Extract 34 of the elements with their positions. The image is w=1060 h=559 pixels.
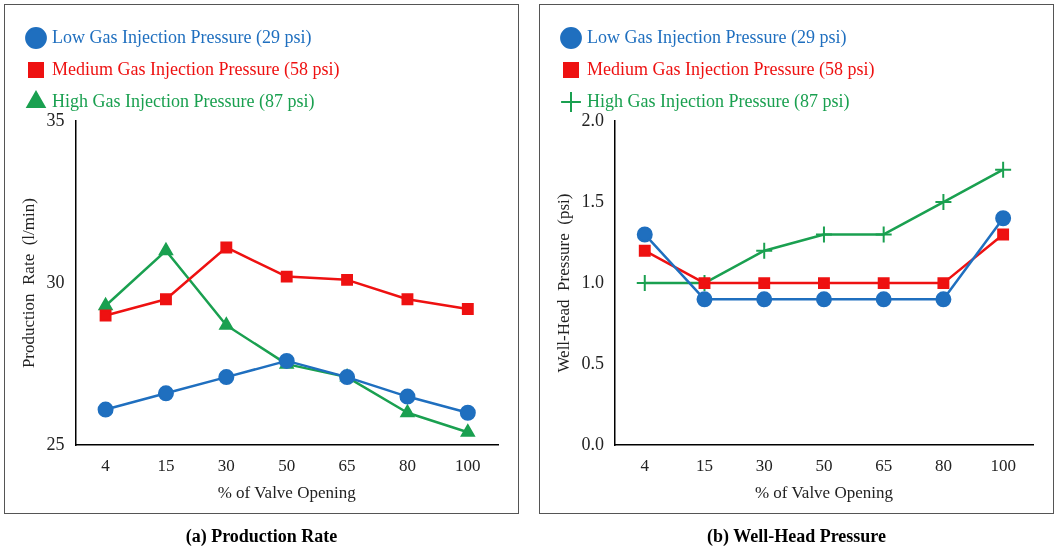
x-tick-label: 100: [455, 455, 481, 475]
text: (b) Well-Head Pressure: [706, 526, 887, 547]
x-tick-label: 15: [695, 455, 713, 475]
x-tick-label: 80: [934, 455, 952, 475]
y-tick-label: 1.5: [581, 190, 604, 211]
y-tick-label: 35: [46, 109, 65, 130]
x-tick-label: 80: [398, 455, 416, 475]
x-tick-label: 65: [875, 455, 893, 475]
x-axis-title: % of Valve Opening: [217, 483, 357, 503]
x-tick-label: 4: [640, 455, 650, 475]
x-tick-label: 100: [990, 455, 1016, 475]
x-tick-label: 30: [755, 455, 773, 475]
text: (a) Production Rate: [184, 526, 339, 547]
y-tick-label: 0.0: [581, 433, 604, 454]
x-tick-label: 15: [157, 455, 175, 475]
x-tick-label: 30: [217, 455, 235, 475]
y-axis-title: Well-Head Pressure (psi): [553, 193, 573, 373]
x-axis-title: % of Valve Opening: [754, 483, 894, 503]
y-axis-title: Production Rate (l/min): [18, 198, 38, 369]
y-tick-label: 1.0: [581, 271, 604, 292]
legend-label: High Gas Injection Pressure (87 psi): [52, 90, 315, 112]
legend-label: Low Gas Injection Pressure (29 psi): [587, 26, 847, 48]
x-tick-label: 65: [338, 455, 356, 475]
y-tick-label: 0.5: [581, 352, 604, 373]
x-tick-label: 50: [815, 455, 833, 475]
legend-label: High Gas Injection Pressure (87 psi): [587, 90, 850, 112]
x-tick-label: 50: [278, 455, 296, 475]
legend-label: Medium Gas Injection Pressure (58 psi): [587, 58, 875, 80]
y-tick-label: 2.0: [581, 109, 604, 130]
y-tick-label: 30: [46, 271, 65, 292]
legend-label: Low Gas Injection Pressure (29 psi): [52, 26, 312, 48]
x-tick-label: 4: [101, 455, 111, 475]
y-tick-label: 25: [46, 433, 65, 454]
legend-label: Medium Gas Injection Pressure (58 psi): [52, 58, 340, 80]
